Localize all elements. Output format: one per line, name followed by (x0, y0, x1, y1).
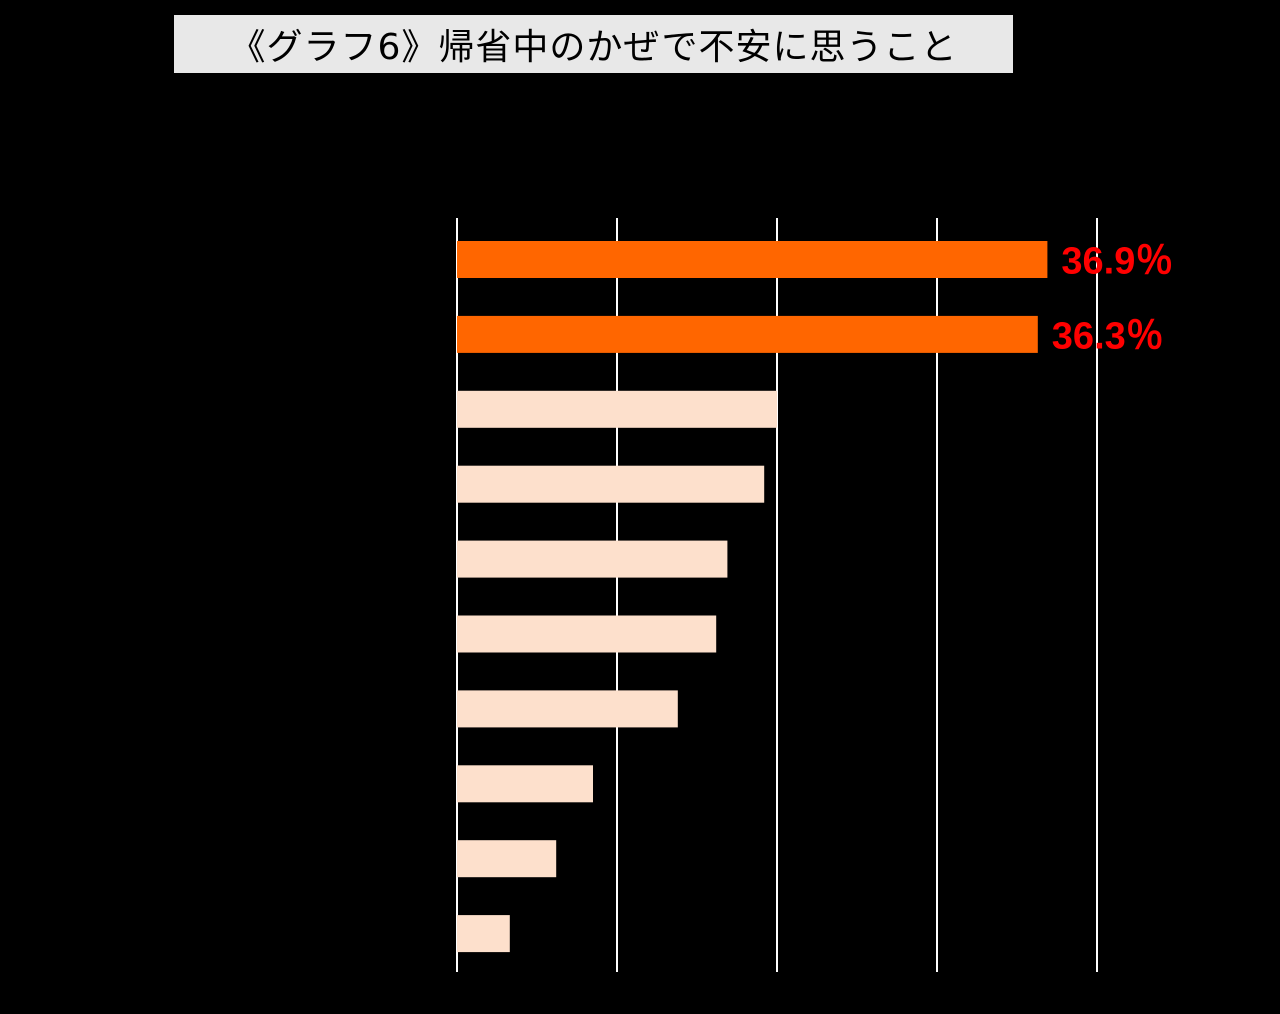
bar-8 (457, 840, 557, 878)
chart-title: 《グラフ6》帰省中のかぜで不安に思うこと (229, 27, 958, 68)
chart-title-box: 《グラフ6》帰省中のかぜで不安に思うこと (174, 15, 1013, 73)
bar-value-label-0: 36.9％ (1061, 241, 1173, 283)
bar-value-label-1: 36.3％ (1052, 315, 1164, 357)
bars (457, 241, 1048, 953)
bar-0 (457, 241, 1048, 278)
bar-9 (457, 915, 510, 953)
bar-1 (457, 315, 1038, 353)
bar-2 (457, 390, 777, 428)
bar-5 (457, 615, 717, 653)
value-labels: 36.9％ 36.3％ (1052, 241, 1174, 358)
bar-4 (457, 540, 728, 578)
bar-7 (457, 765, 593, 803)
bar-6 (457, 690, 678, 728)
bar-3 (457, 465, 765, 503)
